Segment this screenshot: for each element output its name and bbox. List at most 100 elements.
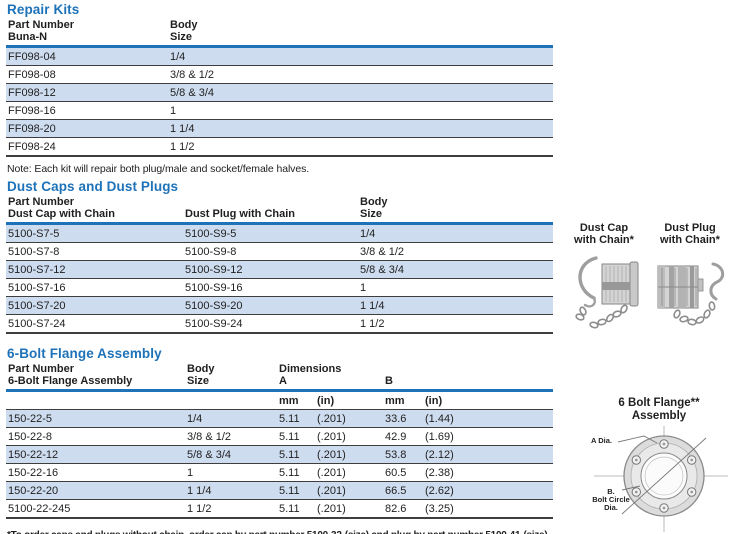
dust-plug-cell: 5100-S9-5 <box>183 223 358 243</box>
table-row: FF098-16 1 <box>6 101 553 120</box>
col-header-dust-plug: Dust Plug with Chain <box>183 197 358 225</box>
dust-cap-cell: 5100-S7-12 <box>6 260 183 279</box>
dim-b-mm-cell: 53.8 <box>383 445 423 464</box>
flange-a-dia-label: A Dia. <box>591 436 612 445</box>
flange-figure: 6 Bolt Flange** Assembly <box>588 397 730 534</box>
dust-figures: Dust Cap with Chain* <box>564 222 730 332</box>
body-size-cell: 5/8 & 3/4 <box>358 260 553 279</box>
part-number-cell: FF098-16 <box>6 101 168 120</box>
dim-b-in-cell: (2.38) <box>423 463 554 482</box>
dim-b-in-cell: (3.25) <box>423 499 554 519</box>
table-row: 5100-S7-24 5100-S9-24 1 1/2 <box>6 314 553 334</box>
dim-a-mm-cell: 5.11 <box>277 499 315 519</box>
part-number-cell: FF098-12 <box>6 83 168 102</box>
body-size-cell: 1/4 <box>168 46 553 66</box>
table-row: 150-22-8 3/8 & 1/2 5.11 (.201) 42.9 (1.6… <box>6 427 554 446</box>
part-number-cell: FF098-24 <box>6 137 168 157</box>
unit-b-mm: mm <box>383 390 423 410</box>
repair-kits-table: Part Number Buna-N Body Size FF098-04 1/… <box>6 19 553 157</box>
header-row: Part Number Buna-N Body Size <box>6 19 553 48</box>
dust-plug-figure: Dust Plug with Chain* <box>650 222 730 332</box>
dust-plug-cell: 5100-S9-12 <box>183 260 358 279</box>
section-dust-caps-plugs: Dust Caps and Dust Plugs Part Number Dus… <box>6 179 553 334</box>
col-header-dimensions: Dimensions <box>279 363 342 375</box>
header-row: 6-Bolt Flange Assembly Size A B <box>6 375 554 392</box>
dim-a-mm-cell: 5.11 <box>277 445 315 464</box>
dust-cap-cell: 5100-S7-20 <box>6 296 183 315</box>
dust-plug-cell: 5100-S9-20 <box>183 296 358 315</box>
dim-b-mm-cell: 42.9 <box>383 427 423 446</box>
dust-cap-figure: Dust Cap with Chain* <box>564 222 644 332</box>
body-size-cell: 1 1/2 <box>168 137 553 157</box>
body-size-cell: 1 <box>358 278 553 297</box>
dim-b-mm-cell: 82.6 <box>383 499 423 519</box>
dim-a-in-cell: (.201) <box>315 463 383 482</box>
col-header-flange-assembly: 6-Bolt Flange Assembly <box>6 375 185 392</box>
dust-plug-cell: 5100-S9-24 <box>183 314 358 334</box>
body-size-cell: 1/4 <box>358 223 553 243</box>
table-row: 150-22-5 1/4 5.11 (.201) 33.6 (1.44) <box>6 409 554 428</box>
col-header-body: Body <box>187 363 215 375</box>
dust-plug-figure-label: Dust Plug with Chain* <box>660 222 720 246</box>
dim-a-in-cell: (.201) <box>315 427 383 446</box>
part-number-cell: FF098-20 <box>6 119 168 138</box>
table-row: FF098-24 1 1/2 <box>6 137 553 157</box>
dim-a-mm-cell: 5.11 <box>277 481 315 500</box>
table-row: 150-22-12 5/8 & 3/4 5.11 (.201) 53.8 (2.… <box>6 445 554 464</box>
body-size-cell: 1 1/2 <box>358 314 553 334</box>
body-size-cell: 1 1/4 <box>185 481 277 500</box>
col-header-body-size: Body Size <box>358 196 553 225</box>
body-size-cell: 1 <box>168 101 553 120</box>
col-header-size: Size <box>185 375 277 392</box>
dim-a-in-cell: (.201) <box>315 481 383 500</box>
body-size-cell: 1 1/4 <box>168 119 553 138</box>
dim-a-in-cell: (.201) <box>315 409 383 428</box>
body-size-cell: 3/8 & 1/2 <box>358 242 553 261</box>
col-header-dim-b: B <box>383 375 554 392</box>
six-bolt-flange-icon <box>594 426 728 532</box>
dust-plug-cell: 5100-S9-8 <box>183 242 358 261</box>
page-footnote: *To order caps and plugs without chain, … <box>7 530 567 534</box>
body-size-cell: 5/8 & 3/4 <box>168 83 553 102</box>
flange-drawing: A Dia. B. Bolt Circle Dia. <box>588 424 730 534</box>
header-row: Part Number Body Dimensions <box>6 363 553 376</box>
dim-a-in-cell: (.201) <box>315 499 383 519</box>
body-size-cell: 3/8 & 1/2 <box>168 65 553 84</box>
table-row: 5100-S7-20 5100-S9-20 1 1/4 <box>6 296 553 315</box>
part-number-cell: 150-22-12 <box>6 445 185 464</box>
part-number-cell: 5100-22-245 <box>6 499 185 519</box>
table-row: FF098-20 1 1/4 <box>6 119 553 138</box>
col-header-part-number: Part Number <box>8 363 75 375</box>
table-row: 5100-S7-5 5100-S9-5 1/4 <box>6 223 553 243</box>
dim-b-in-cell: (2.12) <box>423 445 554 464</box>
body-size-cell: 5/8 & 3/4 <box>185 445 277 464</box>
table-row: FF098-08 3/8 & 1/2 <box>6 65 553 84</box>
dust-plug-cell: 5100-S9-16 <box>183 278 358 297</box>
dust-cap-cell: 5100-S7-8 <box>6 242 183 261</box>
dust-plug-icon <box>657 262 725 326</box>
flange-b-dia-label: B. Bolt Circle Dia. <box>592 487 630 512</box>
body-size-cell: 3/8 & 1/2 <box>185 427 277 446</box>
dim-a-mm-cell: 5.11 <box>277 409 315 428</box>
dim-b-in-cell: (1.69) <box>423 427 554 446</box>
part-number-cell: 150-22-16 <box>6 463 185 482</box>
unit-b-in: (in) <box>423 390 554 410</box>
section-flange-assembly: 6-Bolt Flange Assembly Part Number Body … <box>6 346 554 519</box>
table-row: FF098-04 1/4 <box>6 46 553 66</box>
dust-cap-cell: 5100-S7-16 <box>6 278 183 297</box>
body-size-cell: 1/4 <box>185 409 277 428</box>
table-row: FF098-12 5/8 & 3/4 <box>6 83 553 102</box>
part-number-cell: 150-22-8 <box>6 427 185 446</box>
part-number-cell: FF098-08 <box>6 65 168 84</box>
part-number-cell: 150-22-5 <box>6 409 185 428</box>
body-size-cell: 1 1/2 <box>185 499 277 519</box>
body-size-cell: 1 1/4 <box>358 296 553 315</box>
dim-a-mm-cell: 5.11 <box>277 427 315 446</box>
table-row: 150-22-16 1 5.11 (.201) 60.5 (2.38) <box>6 463 554 482</box>
dust-cap-figure-label: Dust Cap with Chain* <box>574 222 634 246</box>
dust-cap-icon <box>575 256 639 329</box>
dust-cap-cell: 5100-S7-5 <box>6 223 183 243</box>
dust-caps-table: Part Number Dust Cap with Chain Dust Plu… <box>6 196 553 334</box>
dust-cap-cell: 5100-S7-24 <box>6 314 183 334</box>
section-title-flange: 6-Bolt Flange Assembly <box>7 346 162 361</box>
